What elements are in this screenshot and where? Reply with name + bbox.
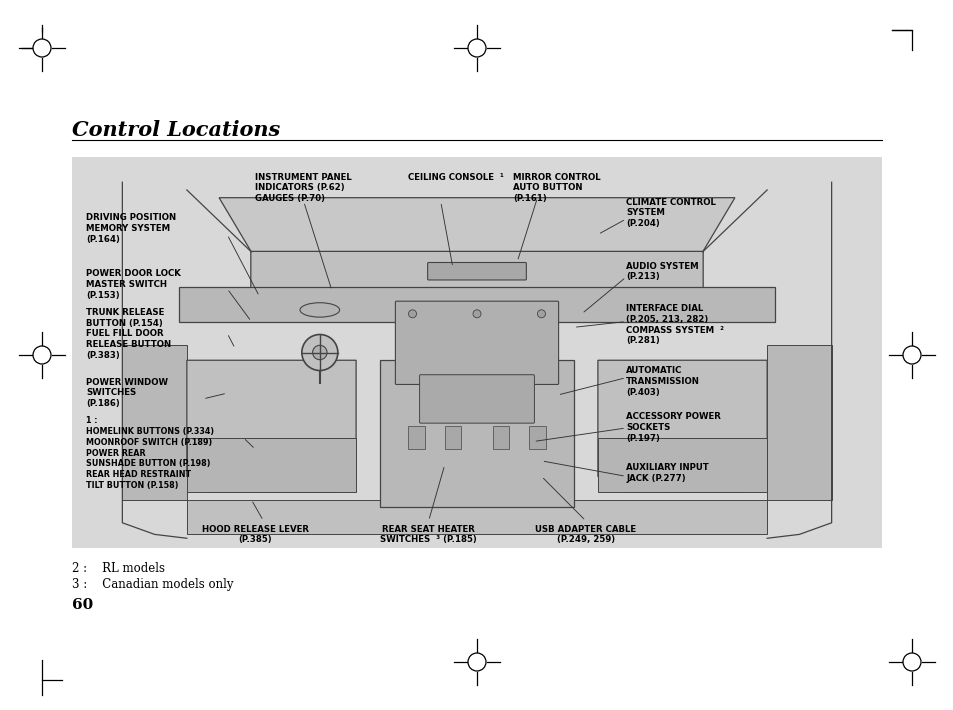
Text: HOOD RELEASE LEVER
(P.385): HOOD RELEASE LEVER (P.385): [202, 525, 309, 545]
Polygon shape: [219, 197, 734, 252]
Bar: [493, 426, 509, 449]
Text: Control Locations: Control Locations: [71, 120, 280, 140]
Polygon shape: [187, 437, 355, 492]
FancyBboxPatch shape: [419, 375, 534, 423]
FancyBboxPatch shape: [395, 301, 558, 384]
Bar: [529, 426, 545, 449]
Polygon shape: [598, 360, 766, 492]
Bar: [408, 426, 424, 449]
Text: AUXILIARY INPUT
JACK (P.277): AUXILIARY INPUT JACK (P.277): [625, 463, 708, 483]
Bar: [444, 426, 460, 449]
Text: POWER DOOR LOCK
MASTER SWITCH
(P.153): POWER DOOR LOCK MASTER SWITCH (P.153): [86, 269, 181, 300]
Text: REAR SEAT HEATER
SWITCHES  ³ (P.185): REAR SEAT HEATER SWITCHES ³ (P.185): [380, 525, 476, 545]
Text: 60: 60: [71, 598, 93, 612]
Ellipse shape: [299, 302, 339, 317]
Polygon shape: [178, 287, 775, 322]
Text: POWER WINDOW
SWITCHES
(P.186): POWER WINDOW SWITCHES (P.186): [86, 378, 168, 408]
Text: 2 :    RL models: 2 : RL models: [71, 562, 165, 575]
Polygon shape: [598, 437, 766, 492]
Text: CLIMATE CONTROL
SYSTEM
(P.204): CLIMATE CONTROL SYSTEM (P.204): [625, 197, 716, 228]
Circle shape: [537, 310, 545, 318]
Text: 1 :
HOMELINK BUTTONS (P.334)
MOONROOF SWITCH (P.189)
POWER REAR
SUNSHADE BUTTON : 1 : HOMELINK BUTTONS (P.334) MOONROOF SW…: [86, 416, 214, 490]
FancyBboxPatch shape: [427, 263, 526, 280]
Text: TRUNK RELEASE
BUTTON (P.154)
FUEL FILL DOOR
RELEASE BUTTON
(P.383): TRUNK RELEASE BUTTON (P.154) FUEL FILL D…: [86, 308, 171, 360]
Circle shape: [408, 310, 416, 318]
Text: INSTRUMENT PANEL
INDICATORS (P.62)
GAUGES (P.70): INSTRUMENT PANEL INDICATORS (P.62) GAUGE…: [255, 173, 352, 203]
Text: DRIVING POSITION
MEMORY SYSTEM
(P.164): DRIVING POSITION MEMORY SYSTEM (P.164): [86, 213, 176, 244]
Bar: [71, 157, 882, 548]
Circle shape: [473, 310, 480, 318]
Polygon shape: [122, 345, 187, 500]
Text: CEILING CONSOLE  ¹: CEILING CONSOLE ¹: [408, 173, 504, 182]
Polygon shape: [187, 360, 355, 492]
Text: AUDIO SYSTEM
(P.213): AUDIO SYSTEM (P.213): [625, 261, 698, 281]
Circle shape: [301, 334, 337, 371]
Text: MIRROR CONTROL
AUTO BUTTON
(P.161): MIRROR CONTROL AUTO BUTTON (P.161): [513, 173, 600, 203]
Circle shape: [313, 345, 327, 360]
Polygon shape: [187, 500, 766, 535]
Text: ACCESSORY POWER
SOCKETS
(P.197): ACCESSORY POWER SOCKETS (P.197): [625, 413, 720, 443]
Text: AUTOMATIC
TRANSMISSION
(P.403): AUTOMATIC TRANSMISSION (P.403): [625, 366, 700, 397]
Polygon shape: [380, 360, 573, 508]
Text: INTERFACE DIAL
(P.205, 213, 282)
COMPASS SYSTEM  ²
(P.281): INTERFACE DIAL (P.205, 213, 282) COMPASS…: [625, 304, 723, 345]
Text: 3 :    Canadian models only: 3 : Canadian models only: [71, 578, 233, 591]
Text: USB ADAPTER CABLE
(P.249, 259): USB ADAPTER CABLE (P.249, 259): [535, 525, 636, 545]
FancyBboxPatch shape: [251, 251, 702, 307]
Polygon shape: [766, 345, 831, 500]
